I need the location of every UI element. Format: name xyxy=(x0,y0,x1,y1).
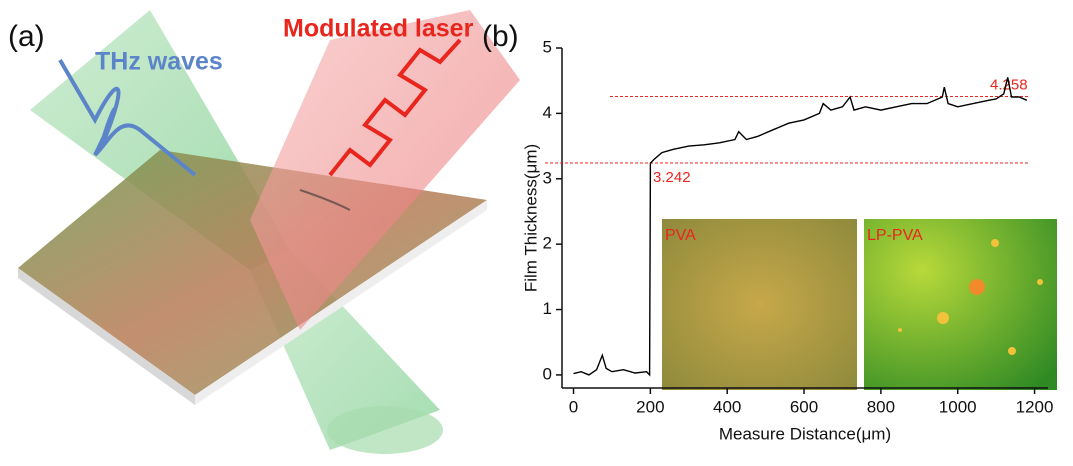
inset-label: LP-PVA xyxy=(867,227,923,244)
inset-image xyxy=(864,219,1057,390)
figure: (a) THz waves Modulated laser (b) PVA LP… xyxy=(0,0,1073,466)
y-tick-label: 0 xyxy=(543,364,552,383)
y-tick-label: 2 xyxy=(543,234,552,253)
x-tick-label: 1200 xyxy=(1016,397,1054,416)
thz-label: THz waves xyxy=(95,48,223,76)
inset-label: PVA xyxy=(665,227,696,244)
x-tick-label: 600 xyxy=(790,397,818,416)
y-tick-label: 4 xyxy=(543,103,552,122)
x-axis-title: Measure Distance(μm) xyxy=(719,424,891,443)
reference-label: 3.242 xyxy=(653,169,691,186)
panel-label: (b) xyxy=(482,20,519,53)
panel-label: (a) xyxy=(8,20,45,53)
y-axis-title: Film Thickness(μm) xyxy=(521,144,540,292)
laser-label: Modulated laser xyxy=(283,15,474,43)
y-tick-label: 3 xyxy=(543,168,552,187)
x-tick-label: 1000 xyxy=(939,397,977,416)
y-tick-label: 1 xyxy=(543,299,552,318)
x-tick-label: 200 xyxy=(636,397,664,416)
illustration xyxy=(18,10,520,454)
x-tick-label: 0 xyxy=(569,397,578,416)
inset-image xyxy=(662,219,857,390)
x-tick-label: 800 xyxy=(867,397,895,416)
x-tick-label: 400 xyxy=(713,397,741,416)
y-tick-label: 5 xyxy=(543,37,552,56)
